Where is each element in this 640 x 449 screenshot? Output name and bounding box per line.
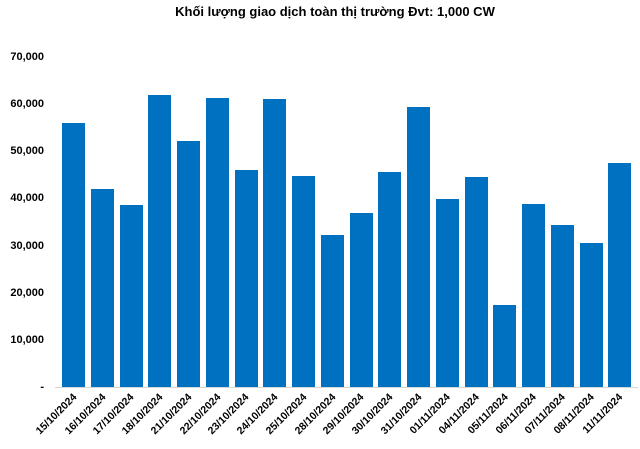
bar	[522, 204, 545, 387]
bar	[90, 189, 114, 387]
y-tick-label: 10,000	[10, 333, 44, 346]
bar	[234, 169, 258, 387]
bar	[205, 97, 229, 387]
y-tick-label: 30,000	[10, 239, 44, 252]
bar	[464, 177, 488, 387]
bar	[550, 225, 574, 387]
bar	[378, 171, 402, 387]
bar	[148, 94, 172, 387]
bar	[263, 99, 287, 387]
bar	[320, 235, 344, 387]
bar	[62, 123, 85, 387]
y-tick-label: 60,000	[10, 98, 44, 111]
y-tick-label: 40,000	[10, 192, 44, 205]
bar	[292, 175, 315, 387]
bar	[177, 141, 200, 387]
bar	[579, 243, 603, 387]
bar	[119, 205, 143, 387]
bar	[349, 213, 373, 387]
bar	[608, 163, 632, 387]
bar	[435, 198, 459, 387]
y-tick-label: 70,000	[10, 51, 44, 63]
y-tick-label: 50,000	[10, 145, 44, 158]
bar	[493, 304, 517, 387]
bar	[407, 106, 430, 387]
y-tick-label: 20,000	[10, 286, 44, 299]
chart-title: Khối lượng giao dịch toàn thị trường Đvt…	[175, 4, 495, 19]
x-axis-line	[55, 387, 638, 388]
y-tick-label: -	[40, 381, 44, 393]
